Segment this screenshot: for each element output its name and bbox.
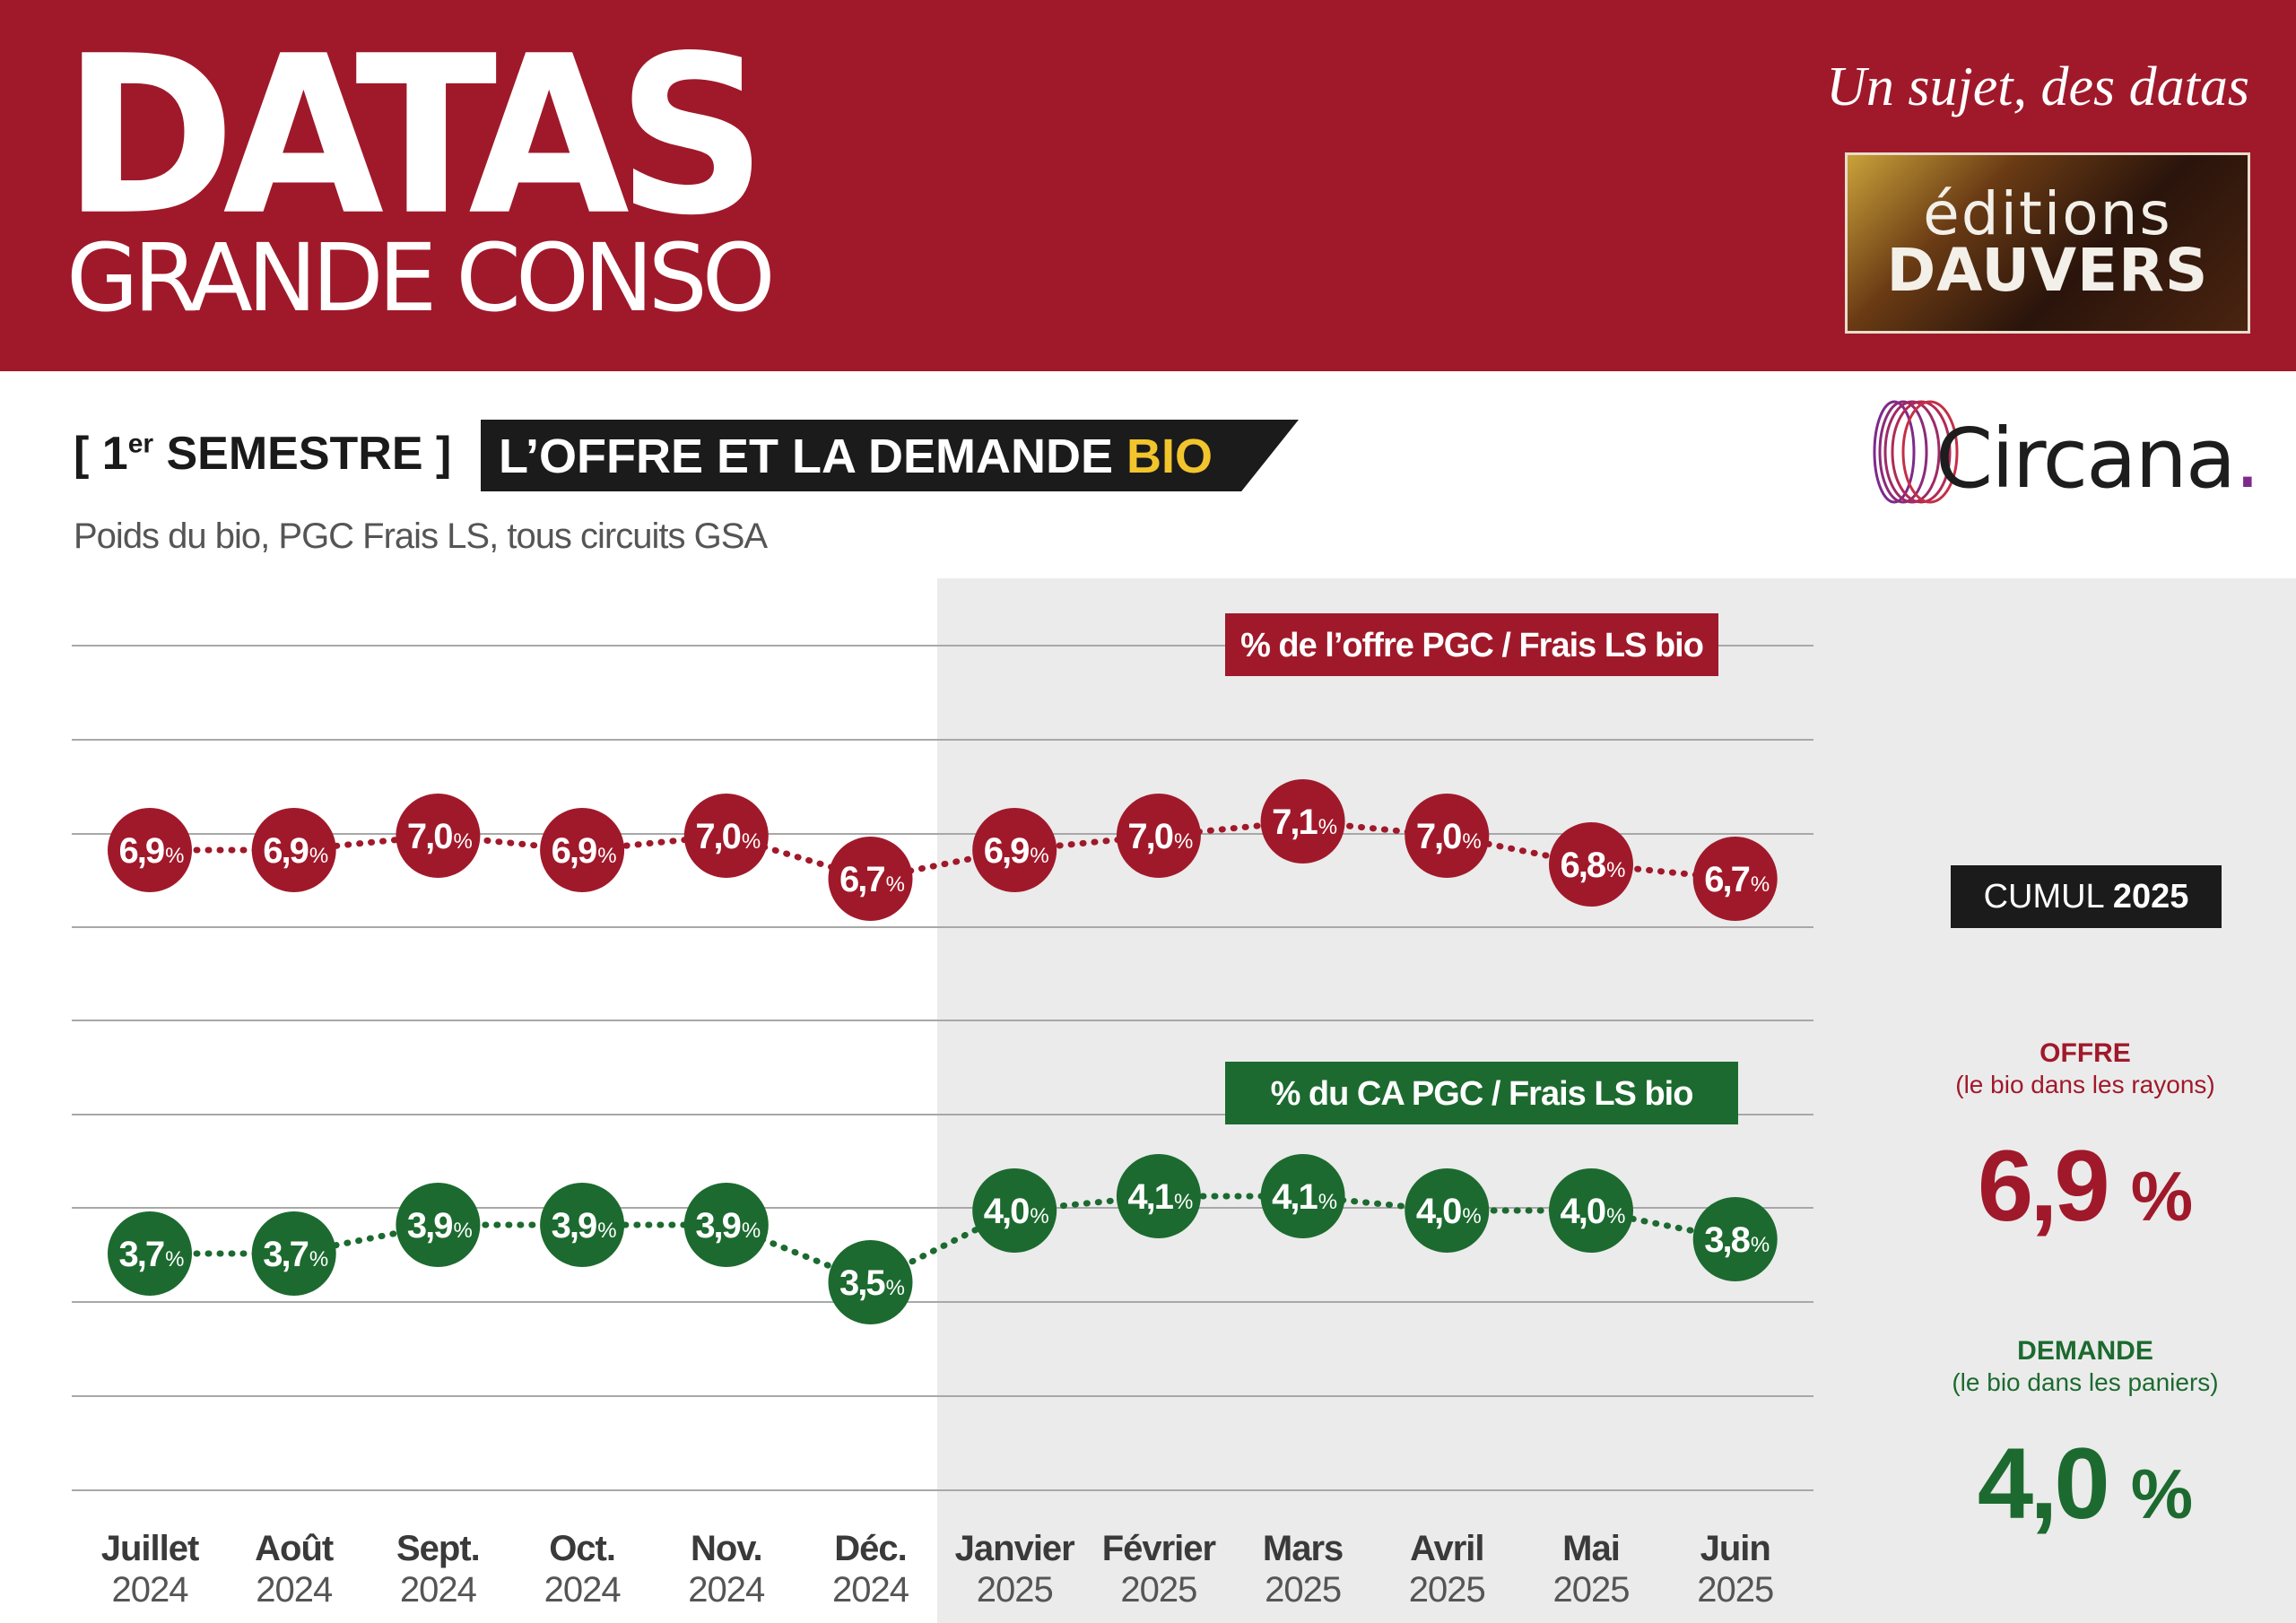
x-tick-year-9: 2025 (1409, 1570, 1485, 1610)
x-tick-year-5: 2024 (832, 1570, 909, 1610)
series-0-point-11 (1692, 837, 1778, 921)
tagline: Un sujet, des datas (1826, 56, 2249, 117)
series-0-point-8 (1260, 779, 1345, 864)
series-0-name-box (1225, 613, 1718, 676)
demand-cumul-pct: % (2130, 1454, 2194, 1533)
period-suffix: SEMESTRE ] (153, 428, 452, 480)
x-tick-month-1: Août (255, 1529, 334, 1568)
circana-wordmark-dot: . (2234, 411, 2260, 507)
x-tick-year-8: 2025 (1265, 1570, 1341, 1610)
circana-rings-icon (1873, 400, 1959, 504)
x-tick-month-4: Nov. (691, 1529, 762, 1568)
series-1-point-10 (1549, 1168, 1633, 1253)
series-1-label-3: 3,9% (552, 1206, 617, 1245)
series-0-point-10 (1549, 822, 1633, 907)
series-0-point-6 (972, 808, 1057, 892)
series-1-point-6 (972, 1168, 1057, 1253)
series-1-point-4 (683, 1183, 769, 1267)
offer-cumul-number: 6,9 (1977, 1130, 2110, 1242)
demand-cumul-value: 4,0 % (1910, 1426, 2260, 1541)
x-tick-month-6: Janvier (955, 1529, 1075, 1568)
series-1-label-10: 4,0% (1561, 1192, 1626, 1231)
x-tick-year-1: 2024 (256, 1570, 333, 1610)
x-tick-year-6: 2025 (977, 1570, 1053, 1610)
series-0-label-1: 6,9% (263, 831, 328, 871)
period-sup: er (127, 429, 154, 459)
series-0-point-5 (828, 837, 913, 921)
demand-cumul-title: DEMANDE (2017, 1336, 2153, 1366)
brand-subtitle: GRANDE CONSO (66, 223, 776, 333)
series-1-point-1 (251, 1211, 336, 1296)
demand-cumul-number: 4,0 (1977, 1428, 2110, 1540)
x-tick-month-9: Avril (1410, 1529, 1483, 1568)
series-0-name: % de l’offre PGC / Frais LS bio (1240, 627, 1703, 664)
x-tick-year-4: 2024 (688, 1570, 765, 1610)
chart-title-box: L’OFFRE ET LA DEMANDE BIO (481, 420, 1299, 491)
cumul-year: 2025 (2112, 878, 2189, 916)
series-0-point-0 (108, 808, 192, 892)
x-tick-month-11: Juin (1700, 1529, 1770, 1568)
demand-cumul-note: (le bio dans les paniers) (1952, 1368, 2219, 1396)
series-1-line (146, 1193, 1739, 1286)
series-1-point-7 (1116, 1154, 1201, 1238)
offer-cumul-note: (le bio dans les rayons) (1955, 1071, 2215, 1098)
series-0-point-4 (683, 794, 769, 878)
period-prefix: [ 1 (74, 428, 128, 480)
x-tick-month-10: Mai (1562, 1529, 1620, 1568)
period-label: [ 1er SEMESTRE ] (74, 427, 451, 481)
series-1-point-0 (108, 1211, 192, 1296)
x-tick-month-8: Mars (1263, 1529, 1343, 1568)
series-1-point-9 (1405, 1168, 1490, 1253)
series-0-line (146, 818, 1739, 882)
header-banner: DATAS GRANDE CONSO Un sujet, des datas é… (0, 0, 2296, 371)
series-1-point-8 (1260, 1154, 1345, 1238)
offer-cumul-title: OFFRE (2039, 1038, 2131, 1068)
series-1-name-box (1225, 1062, 1738, 1124)
x-tick-year-0: 2024 (112, 1570, 189, 1610)
series-1-point-3 (540, 1183, 625, 1267)
chart-subtitle: Poids du bio, PGC Frais LS, tous circuit… (74, 516, 768, 556)
chart-title-text: L’OFFRE ET LA DEMANDE (499, 430, 1113, 483)
x-tick-month-0: Juillet (101, 1529, 199, 1568)
series-1-name: % du CA PGC / Frais LS bio (1271, 1075, 1693, 1113)
series-0-label-9: 7,0% (1416, 817, 1482, 856)
circana-wordmark: Circana. (1935, 411, 2261, 507)
x-tick-month-3: Oct. (549, 1529, 615, 1568)
brand-title: DATAS (63, 9, 767, 264)
publisher-logo-line1: éditions (1923, 179, 2172, 249)
series-0-point-2 (396, 794, 481, 878)
series-1-label-5: 3,5% (839, 1263, 905, 1303)
x-tick-year-2: 2024 (400, 1570, 477, 1610)
x-tick-month-2: Sept. (396, 1529, 480, 1568)
offer-cumul-pct: % (2130, 1157, 2194, 1236)
cumul-label: CUMUL (1983, 878, 2104, 916)
series-1-point-11 (1692, 1197, 1778, 1281)
publisher-logo-line2: DAUVERS (1886, 236, 2209, 305)
x-tick-year-3: 2024 (544, 1570, 622, 1610)
x-tick-year-11: 2025 (1697, 1570, 1773, 1610)
series-0-point-9 (1405, 794, 1490, 878)
chart-title: L’OFFRE ET LA DEMANDE BIO (499, 429, 1213, 484)
circana-wordmark-text: Circana (1935, 411, 2236, 507)
series-0-point-3 (540, 808, 625, 892)
source-logo: Circana. (1858, 396, 2271, 513)
chart-title-highlight: BIO (1126, 430, 1213, 483)
x-tick-month-5: Déc. (834, 1529, 907, 1568)
cumul-header: CUMUL 2025 (1951, 865, 2222, 928)
series-1-label-2: 3,9% (407, 1206, 473, 1245)
series-0-point-7 (1116, 794, 1201, 878)
series-1-label-6: 4,0% (984, 1192, 1049, 1231)
x-tick-year-10: 2025 (1553, 1570, 1630, 1610)
publisher-logo: éditions DAUVERS (1845, 152, 2250, 334)
x-tick-year-7: 2025 (1120, 1570, 1196, 1610)
x-tick-month-7: Février (1102, 1529, 1216, 1568)
series-1-point-5 (828, 1240, 913, 1324)
series-1-point-2 (396, 1183, 481, 1267)
offer-cumul-value: 6,9 % (1910, 1128, 2260, 1244)
series-0-point-1 (251, 808, 336, 892)
